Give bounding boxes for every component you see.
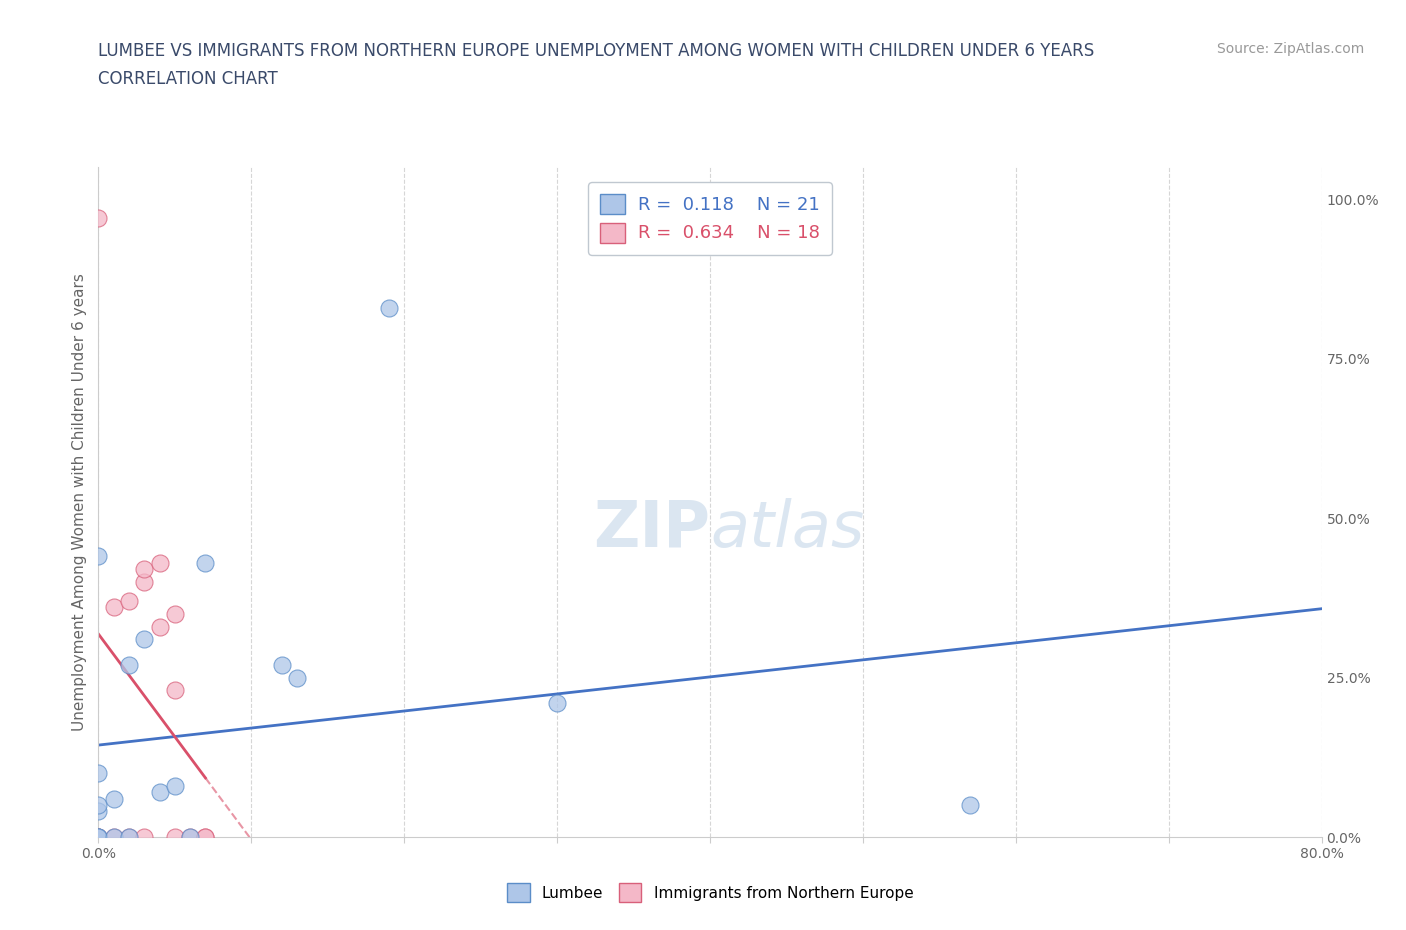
Point xyxy=(285,671,308,685)
Point xyxy=(149,619,172,634)
Point xyxy=(163,778,186,793)
Point xyxy=(149,555,172,570)
Point xyxy=(87,804,110,819)
Point xyxy=(87,765,110,780)
Point xyxy=(87,549,110,564)
Point xyxy=(149,785,172,800)
Point xyxy=(87,830,110,844)
Point xyxy=(87,830,110,844)
Point xyxy=(163,683,186,698)
Point xyxy=(378,300,401,315)
Point xyxy=(163,606,186,621)
Text: LUMBEE VS IMMIGRANTS FROM NORTHERN EUROPE UNEMPLOYMENT AMONG WOMEN WITH CHILDREN: LUMBEE VS IMMIGRANTS FROM NORTHERN EUROP… xyxy=(98,42,1095,60)
Point xyxy=(118,830,141,844)
Point xyxy=(103,830,125,844)
Point xyxy=(194,555,217,570)
Point xyxy=(134,631,156,646)
Text: CORRELATION CHART: CORRELATION CHART xyxy=(98,70,278,87)
Point xyxy=(103,600,125,615)
Y-axis label: Unemployment Among Women with Children Under 6 years: Unemployment Among Women with Children U… xyxy=(72,273,87,731)
Point xyxy=(87,798,110,813)
Point xyxy=(179,830,201,844)
Point xyxy=(103,830,125,844)
Point xyxy=(87,830,110,844)
Point xyxy=(118,658,141,672)
Point xyxy=(134,562,156,577)
Text: atlas: atlas xyxy=(710,498,865,560)
Point xyxy=(959,798,981,813)
Point xyxy=(179,830,201,844)
Legend: Lumbee, Immigrants from Northern Europe: Lumbee, Immigrants from Northern Europe xyxy=(499,876,921,910)
Point xyxy=(194,830,217,844)
Point xyxy=(103,791,125,806)
Point xyxy=(87,830,110,844)
Point xyxy=(118,830,141,844)
Text: Source: ZipAtlas.com: Source: ZipAtlas.com xyxy=(1216,42,1364,56)
Point xyxy=(87,830,110,844)
Point xyxy=(163,830,186,844)
Text: ZIP: ZIP xyxy=(593,498,710,560)
Point xyxy=(546,696,568,711)
Point xyxy=(134,830,156,844)
Point xyxy=(270,658,292,672)
Point xyxy=(134,575,156,590)
Point xyxy=(118,593,141,608)
Point xyxy=(194,830,217,844)
Point xyxy=(87,211,110,226)
